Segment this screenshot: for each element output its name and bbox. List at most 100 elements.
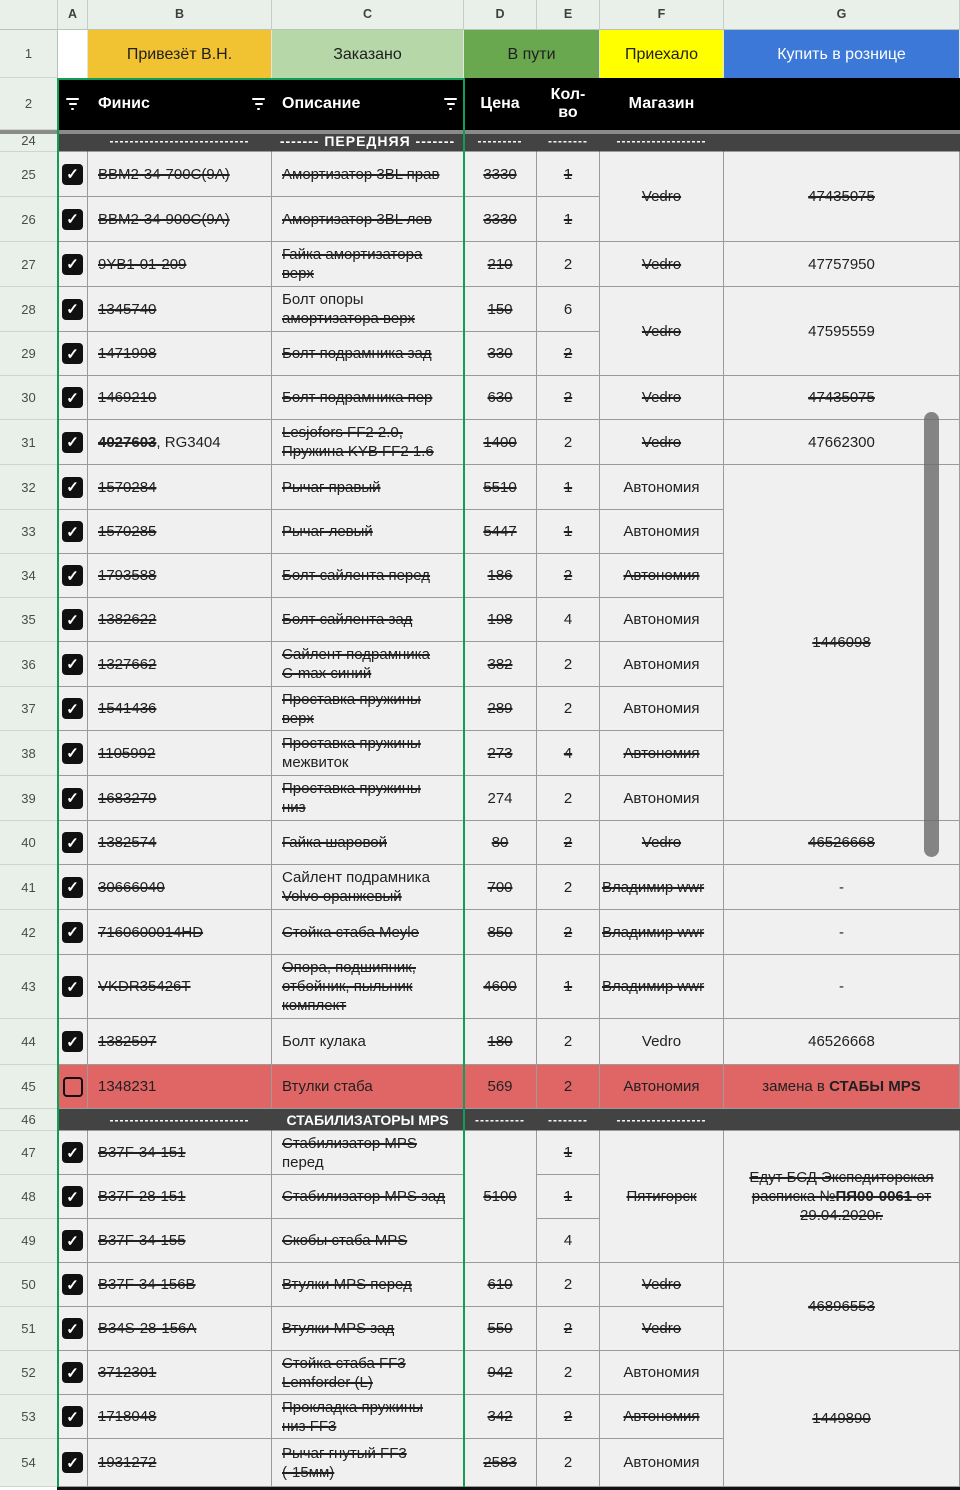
cell-f52[interactable]: Автономия — [600, 1351, 724, 1395]
checkbox-row-36-checked[interactable]: ✓ — [62, 653, 83, 675]
cell-c44[interactable]: Болт кулака — [272, 1019, 464, 1065]
cell-e35[interactable]: 4 — [537, 598, 600, 642]
cell-g47[interactable]: Едут БСД Экспедиторская расписка №ПЯ00-0… — [724, 1131, 960, 1263]
row-number-29[interactable]: 29 — [0, 332, 58, 376]
row-number-53[interactable]: 53 — [0, 1395, 58, 1439]
separator-cell-g-46[interactable] — [724, 1109, 960, 1131]
cell-e36[interactable]: 2 — [537, 642, 600, 687]
cell-b29[interactable]: 1471998 — [88, 332, 272, 376]
cell-e49[interactable]: 4 — [537, 1219, 600, 1263]
column-letter-D[interactable]: D — [464, 0, 537, 30]
row-number-25[interactable]: 25 — [0, 152, 58, 197]
column-header-description[interactable]: Описание — [272, 78, 464, 130]
checkbox-row-51-checked[interactable]: ✓ — [62, 1318, 83, 1339]
cell-c41[interactable]: Сайлент подрамника Volvo оранжевый — [272, 865, 464, 910]
cell-c45[interactable]: Втулки стаба — [272, 1065, 464, 1109]
checkbox-cell-25[interactable]: ✓ — [58, 152, 88, 197]
cell-d53[interactable]: 342 — [464, 1395, 537, 1439]
cell-b39[interactable]: 1683279 — [88, 776, 272, 821]
cell-e54[interactable]: 2 — [537, 1439, 600, 1487]
row-number-34[interactable]: 34 — [0, 554, 58, 598]
checkbox-row-48-checked[interactable]: ✓ — [62, 1186, 83, 1207]
column-header-store[interactable]: Магазин — [600, 78, 724, 130]
cell-e43[interactable]: 1 — [537, 955, 600, 1019]
cell-g27[interactable]: 47757950 — [724, 242, 960, 287]
cell-c26[interactable]: Амортизатор 3BL лев — [272, 197, 464, 242]
cell-d31[interactable]: 1400 — [464, 420, 537, 465]
cell-e31[interactable]: 2 — [537, 420, 600, 465]
cell-d52[interactable]: 942 — [464, 1351, 537, 1395]
cell-d51[interactable]: 550 — [464, 1307, 537, 1351]
cell-d44[interactable]: 180 — [464, 1019, 537, 1065]
cell-c25[interactable]: Амортизатор 3BL прав — [272, 152, 464, 197]
cell-e50[interactable]: 2 — [537, 1263, 600, 1307]
row-number-24[interactable]: 24 — [0, 130, 58, 152]
checkbox-cell-51[interactable]: ✓ — [58, 1307, 88, 1351]
cell-c31[interactable]: Lesjofors FF2 2.0, Пружина KYB FF2 1.6 — [272, 420, 464, 465]
cell-f30[interactable]: Vedro — [600, 376, 724, 420]
cell-b41[interactable]: 30666040 — [88, 865, 272, 910]
cell-d41[interactable]: 700 — [464, 865, 537, 910]
cell-c27[interactable]: Гайка амортизатора верх — [272, 242, 464, 287]
cell-g25[interactable]: 47435075 — [724, 152, 960, 242]
filter-icon[interactable] — [66, 97, 79, 110]
cell-d50[interactable]: 610 — [464, 1263, 537, 1307]
checkbox-row-42-checked[interactable]: ✓ — [62, 921, 83, 943]
cell-f37[interactable]: Автономия — [600, 687, 724, 731]
checkbox-cell-27[interactable]: ✓ — [58, 242, 88, 287]
cell-f47[interactable]: Пятигорск — [600, 1131, 724, 1263]
cell-b33[interactable]: 1570285 — [88, 510, 272, 554]
cell-d42[interactable]: 850 — [464, 910, 537, 955]
cell-b32[interactable]: 1570284 — [88, 465, 272, 510]
cell-b40[interactable]: 1382574 — [88, 821, 272, 865]
cell-c34[interactable]: Болт сайлента перед — [272, 554, 464, 598]
column-header-qty[interactable]: Кол- во — [537, 78, 600, 130]
cell-b28[interactable]: 1345740 — [88, 287, 272, 332]
row-number-46[interactable]: 46 — [0, 1109, 58, 1131]
cell-e44[interactable]: 2 — [537, 1019, 600, 1065]
checkbox-row-52-checked[interactable]: ✓ — [62, 1362, 83, 1383]
cell-d35[interactable]: 198 — [464, 598, 537, 642]
cell-c28[interactable]: Болт опоры амортизатора верх — [272, 287, 464, 332]
checkbox-cell-35[interactable]: ✓ — [58, 598, 88, 642]
cell-f40[interactable]: Vedro — [600, 821, 724, 865]
cell-c40[interactable]: Гайка шаровой — [272, 821, 464, 865]
cell-g42[interactable]: - — [724, 910, 960, 955]
row-number-30[interactable]: 30 — [0, 376, 58, 420]
cell-b45[interactable]: 1348231 — [88, 1065, 272, 1109]
row-number-1[interactable]: 1 — [0, 30, 58, 78]
cell-e34[interactable]: 2 — [537, 554, 600, 598]
cell-f39[interactable]: Автономия — [600, 776, 724, 821]
checkbox-row-30-checked[interactable]: ✓ — [62, 387, 83, 408]
cell-f43[interactable]: Владимир wwr — [600, 955, 724, 1019]
cell-b35[interactable]: 1382622 — [88, 598, 272, 642]
cell-e51[interactable]: 2 — [537, 1307, 600, 1351]
row-number-28[interactable]: 28 — [0, 287, 58, 332]
cell-d25[interactable]: 3330 — [464, 152, 537, 197]
cell-e27[interactable]: 2 — [537, 242, 600, 287]
cell-e26[interactable]: 1 — [537, 197, 600, 242]
cell-e52[interactable]: 2 — [537, 1351, 600, 1395]
checkbox-row-28-checked[interactable]: ✓ — [62, 298, 83, 320]
status-header-Привезёт В.Н.[interactable]: Привезёт В.Н. — [88, 30, 272, 78]
cell-e48[interactable]: 1 — [537, 1175, 600, 1219]
checkbox-row-33-checked[interactable]: ✓ — [62, 521, 83, 542]
corner-cell[interactable] — [0, 0, 58, 30]
cell-g44[interactable]: 46526668 — [724, 1019, 960, 1065]
cell-b34[interactable]: 1793588 — [88, 554, 272, 598]
row-number-49[interactable]: 49 — [0, 1219, 58, 1263]
cell-d47[interactable]: 5100 — [464, 1131, 537, 1263]
column-letter-G[interactable]: G — [724, 0, 960, 30]
cell-f36[interactable]: Автономия — [600, 642, 724, 687]
cell-e42[interactable]: 2 — [537, 910, 600, 955]
checkbox-row-35-checked[interactable]: ✓ — [62, 609, 83, 630]
checkbox-cell-36[interactable]: ✓ — [58, 642, 88, 687]
filter-icon[interactable] — [252, 97, 265, 110]
checkbox-row-54-checked[interactable]: ✓ — [62, 1452, 83, 1473]
column-letter-F[interactable]: F — [600, 0, 724, 30]
checkbox-cell-40[interactable]: ✓ — [58, 821, 88, 865]
checkbox-cell-49[interactable]: ✓ — [58, 1219, 88, 1263]
cell-f42[interactable]: Владимир wwr — [600, 910, 724, 955]
cell-c32[interactable]: Рычаг правый — [272, 465, 464, 510]
cell-c37[interactable]: Проставка пружины верх — [272, 687, 464, 731]
